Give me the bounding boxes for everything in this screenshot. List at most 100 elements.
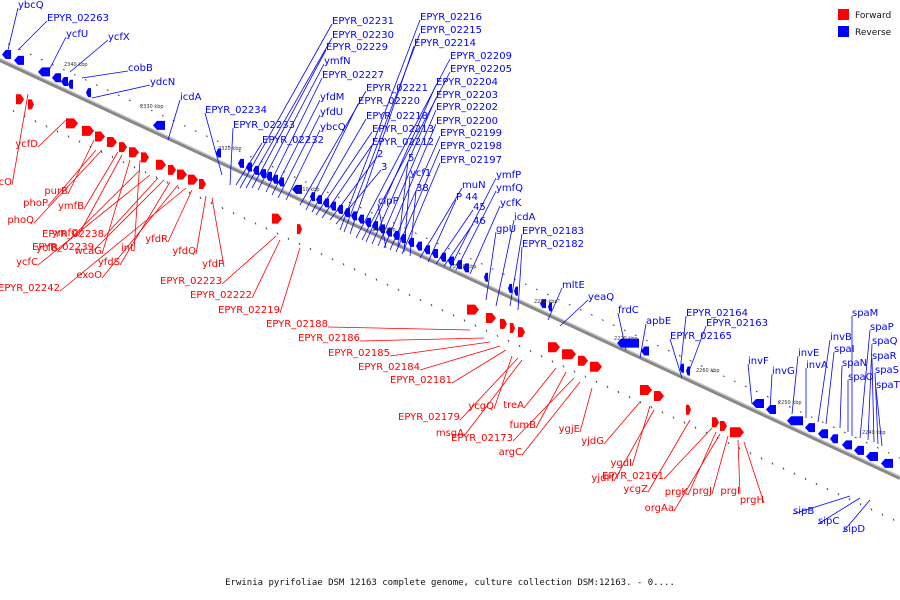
reverse-gene-label[interactable]: ybcQ: [320, 122, 346, 133]
reverse-gene-label[interactable]: 3: [381, 162, 387, 173]
reverse-gene-arrow[interactable]: [260, 169, 266, 179]
forward-gene-label[interactable]: purB: [44, 186, 68, 197]
reverse-gene-label[interactable]: EPYR_02216: [420, 12, 482, 23]
forward-gene-arrow[interactable]: [129, 147, 139, 158]
reverse-gene-arrow[interactable]: [266, 171, 272, 181]
reverse-gene-arrow[interactable]: [323, 198, 329, 208]
forward-gene-arrow[interactable]: [548, 342, 560, 353]
forward-gene-label[interactable]: prgK: [665, 487, 689, 498]
forward-gene-label[interactable]: wcaG: [74, 246, 102, 257]
reverse-gene-arrow[interactable]: [416, 241, 422, 251]
reverse-gene-label[interactable]: invB: [830, 332, 852, 343]
reverse-gene-label[interactable]: EPYR_02165: [670, 331, 732, 342]
reverse-gene-arrow[interactable]: [153, 120, 165, 130]
reverse-gene-label[interactable]: EPYR_02232: [262, 135, 324, 146]
reverse-gene-label[interactable]: EPYR_02163: [706, 318, 768, 329]
reverse-gene-label[interactable]: EPYR_02197: [440, 155, 502, 166]
reverse-gene-arrow[interactable]: [548, 302, 552, 312]
reverse-gene-label[interactable]: spaQ: [872, 336, 898, 347]
reverse-gene-label[interactable]: yfdU: [320, 107, 343, 118]
reverse-gene-arrow[interactable]: [617, 338, 639, 348]
reverse-gene-arrow[interactable]: [752, 399, 764, 409]
reverse-gene-label[interactable]: EPYR_02212: [372, 137, 434, 148]
reverse-gene-arrow[interactable]: [440, 252, 446, 262]
forward-gene-label[interactable]: EPYR_02179: [398, 412, 460, 423]
reverse-gene-label[interactable]: ycfU: [66, 29, 88, 40]
forward-gene-label[interactable]: yjdG: [581, 436, 604, 447]
forward-gene-label[interactable]: EPYR_02223: [160, 276, 222, 287]
reverse-gene-label[interactable]: invE: [798, 348, 819, 359]
reverse-gene-label[interactable]: frdC: [618, 305, 639, 316]
forward-gene-arrow[interactable]: [654, 391, 664, 402]
forward-gene-label[interactable]: ycfD: [15, 139, 38, 150]
forward-gene-label[interactable]: phoQ: [7, 215, 34, 226]
forward-gene-arrow[interactable]: [562, 349, 576, 360]
reverse-gene-arrow[interactable]: [463, 263, 469, 273]
forward-gene-label[interactable]: exoO: [76, 270, 102, 281]
forward-gene-arrow[interactable]: [500, 318, 507, 329]
reverse-gene-label[interactable]: yeaQ: [588, 292, 614, 303]
reverse-gene-arrow[interactable]: [641, 346, 649, 356]
reverse-gene-label[interactable]: invG: [772, 366, 795, 377]
forward-gene-label[interactable]: argC: [499, 447, 522, 458]
reverse-gene-arrow[interactable]: [766, 405, 776, 415]
reverse-gene-arrow[interactable]: [216, 148, 221, 158]
reverse-gene-label[interactable]: clpP: [378, 196, 399, 207]
forward-gene-arrow[interactable]: [518, 327, 525, 338]
forward-gene-label[interactable]: yjdH: [591, 473, 614, 484]
reverse-gene-label[interactable]: gpU: [496, 224, 516, 235]
reverse-gene-arrow[interactable]: [818, 429, 828, 439]
reverse-gene-label[interactable]: EPYR_02263: [47, 13, 109, 24]
forward-gene-label[interactable]: msgA: [436, 428, 464, 439]
forward-gene-label[interactable]: treA: [503, 400, 524, 411]
forward-gene-label[interactable]: prgI: [720, 486, 740, 497]
reverse-gene-label[interactable]: spaS: [875, 365, 899, 376]
forward-gene-arrow[interactable]: [141, 152, 149, 163]
reverse-gene-arrow[interactable]: [14, 55, 24, 65]
forward-gene-arrow[interactable]: [712, 417, 719, 428]
reverse-gene-arrow[interactable]: [830, 434, 838, 444]
reverse-gene-arrow[interactable]: [540, 299, 546, 309]
reverse-gene-arrow[interactable]: [372, 221, 378, 231]
reverse-gene-arrow[interactable]: [787, 416, 803, 426]
reverse-gene-arrow[interactable]: [337, 204, 343, 214]
forward-gene-label[interactable]: EPYR_02188: [266, 319, 328, 330]
reverse-gene-label[interactable]: EPYR_02229: [326, 42, 388, 53]
forward-gene-label[interactable]: yfdQ: [172, 246, 196, 257]
reverse-gene-label[interactable]: EPYR_02218: [366, 111, 428, 122]
forward-gene-arrow[interactable]: [177, 169, 187, 180]
reverse-gene-label[interactable]: EPYR_02231: [332, 16, 394, 27]
forward-gene-arrow[interactable]: [16, 94, 24, 105]
reverse-gene-label[interactable]: 38: [416, 183, 429, 194]
reverse-gene-arrow[interactable]: [86, 88, 91, 98]
forward-gene-label[interactable]: EPYR_02219: [218, 305, 280, 316]
reverse-gene-label[interactable]: ymfN: [324, 56, 351, 67]
reverse-gene-label[interactable]: spaI: [834, 344, 855, 355]
reverse-gene-arrow[interactable]: [432, 249, 438, 259]
forward-gene-label[interactable]: fumB: [510, 420, 537, 431]
reverse-gene-label[interactable]: spaO: [848, 372, 874, 383]
forward-gene-label[interactable]: ycfB: [36, 243, 58, 254]
reverse-gene-arrow[interactable]: [2, 50, 11, 60]
forward-gene-arrow[interactable]: [467, 304, 479, 315]
reverse-gene-arrow[interactable]: [686, 366, 690, 376]
reverse-gene-label[interactable]: EPYR_02213: [372, 124, 434, 135]
forward-gene-label[interactable]: EPYR_02186: [298, 333, 360, 344]
forward-gene-arrow[interactable]: [168, 164, 176, 175]
reverse-gene-arrow[interactable]: [881, 458, 893, 468]
forward-gene-label[interactable]: ycfC: [16, 257, 38, 268]
reverse-gene-label[interactable]: EPYR_02182: [522, 239, 584, 250]
forward-gene-label[interactable]: ycgZ: [623, 484, 648, 495]
reverse-gene-arrow[interactable]: [61, 76, 68, 86]
forward-gene-label[interactable]: prgJ: [692, 486, 712, 497]
forward-gene-label[interactable]: EPYR_02185: [328, 348, 390, 359]
reverse-gene-label[interactable]: invF: [748, 356, 769, 367]
reverse-gene-label[interactable]: 45: [473, 202, 486, 213]
reverse-gene-label[interactable]: EPYR_02203: [436, 90, 498, 101]
reverse-gene-label[interactable]: ymfQ: [496, 183, 523, 194]
reverse-gene-arrow[interactable]: [52, 73, 61, 83]
forward-gene-arrow[interactable]: [95, 131, 105, 142]
forward-gene-label[interactable]: yfdP: [202, 259, 224, 270]
reverse-gene-arrow[interactable]: [866, 451, 878, 461]
reverse-gene-arrow[interactable]: [272, 174, 278, 184]
